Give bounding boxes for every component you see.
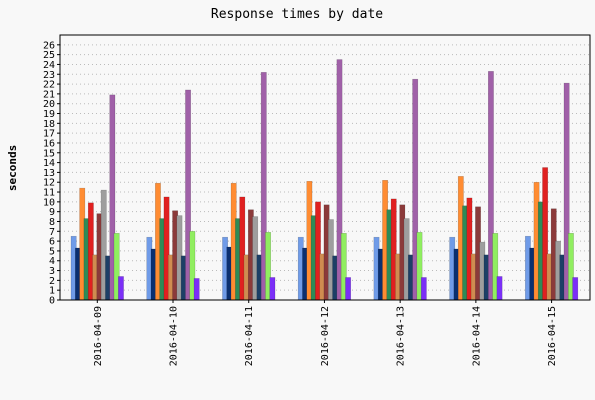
y-tick-label: 3 [49,266,55,277]
x-tick-label: 2016-04-12 [320,306,331,366]
y-tick-label: 24 [43,60,55,71]
x-ticks: 2016-04-09 2016-04-10 2016-04-11 2016-04-12… [93,300,558,366]
y-tick-label: 8 [49,217,55,228]
y-tick-label: 9 [49,207,55,218]
y-tick-label: 15 [43,148,55,159]
y-tick-label: 1 [49,286,55,297]
x-tick-label: 2016-04-10 [169,306,180,366]
bar [193,278,200,301]
chart-title: Response times by date [211,7,383,22]
y-tick-label: 14 [43,158,55,169]
y-ticks: 0123456789101112131415161718192021222324… [43,40,60,307]
x-tick-label: 2016-04-15 [547,306,558,366]
x-tick-label: 2016-04-09 [93,306,104,366]
bar [118,276,124,301]
y-tick-label: 19 [43,109,55,120]
y-tick-label: 20 [43,99,55,110]
bar [572,277,579,301]
y-tick-label: 5 [49,246,55,257]
y-tick-label: 12 [43,178,55,189]
y-tick-label: 18 [43,119,55,130]
x-tick-label: 2016-04-13 [396,306,407,366]
y-tick-label: 21 [43,89,55,100]
y-axis-label: seconds [6,145,19,191]
bar [496,276,503,301]
y-tick-label: 23 [43,70,55,81]
y-tick-label: 10 [43,197,55,208]
y-tick-label: 25 [43,50,55,61]
bars-group [70,59,579,301]
y-tick-label: 0 [49,296,55,307]
bar [345,277,351,301]
axes-group [59,34,591,301]
x-tick-label: 2016-04-11 [244,306,255,366]
y-tick-label: 16 [43,138,55,149]
y-tick-label: 7 [49,227,55,238]
y-tick-label: 26 [43,40,55,51]
y-tick-label: 22 [43,80,55,91]
y-tick-label: 2 [49,276,55,287]
y-tick-label: 6 [49,237,55,248]
y-tick-label: 13 [43,168,55,179]
bar [420,277,427,301]
plot-frame [59,34,591,301]
y-tick-label: 4 [49,256,55,267]
x-tick-label: 2016-04-14 [471,306,482,366]
y-tick-label: 11 [43,188,55,199]
y-tick-label: 17 [43,129,55,140]
bar [269,277,276,301]
